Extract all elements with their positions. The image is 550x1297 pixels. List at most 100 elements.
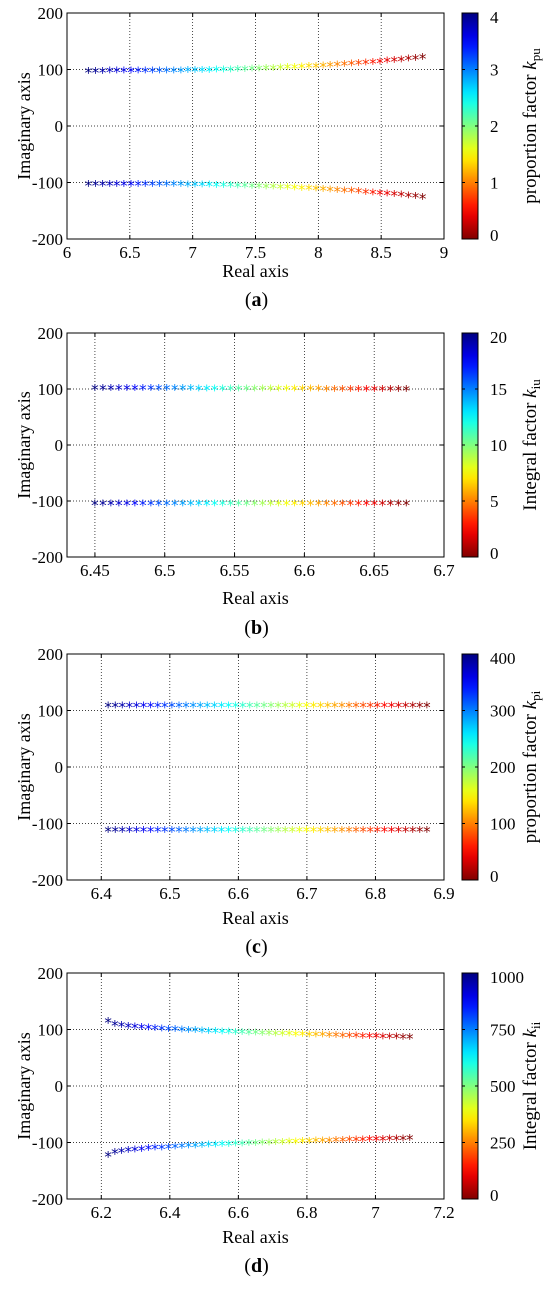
data-point: * (406, 1131, 414, 1149)
data-point: * (219, 496, 227, 514)
colorbar-symbol: k (520, 389, 541, 398)
x-axis-label: Real axis (222, 908, 288, 928)
data-point: * (312, 59, 320, 77)
y-tick-label: 100 (38, 380, 64, 399)
data-point: * (182, 699, 190, 717)
data-point: * (235, 381, 243, 399)
data-point: * (219, 381, 227, 399)
data-point: * (371, 496, 379, 514)
data-point: * (399, 1131, 407, 1149)
data-point: * (248, 179, 256, 197)
x-tick-label: 8.5 (371, 243, 392, 262)
x-tick-label: 6.4 (159, 1203, 181, 1222)
colorbar-tick-label: 0 (490, 544, 499, 563)
data-point: * (299, 496, 307, 514)
data-point: * (332, 1028, 340, 1046)
data-point: * (376, 186, 384, 204)
data-point: * (252, 1026, 260, 1044)
data-point: * (119, 823, 127, 841)
y-tick-label: 200 (38, 964, 64, 983)
colorbar-tick-label: 0 (490, 226, 499, 245)
data-point: * (163, 177, 171, 195)
data-point: * (149, 64, 157, 82)
y-tick-label: 0 (55, 117, 64, 136)
data-point: * (284, 60, 292, 78)
data-point: * (402, 699, 410, 717)
data-point: * (379, 382, 387, 400)
plot-area (66, 12, 445, 240)
data-point: * (232, 823, 240, 841)
data-point: * (119, 699, 127, 717)
y-tick-label: -200 (32, 230, 63, 249)
data-point: * (227, 178, 235, 196)
data-point: * (387, 382, 395, 400)
data-point: * (291, 382, 299, 400)
colorbar-tick-label: 500 (490, 1077, 516, 1096)
x-axis-label: Real axis (222, 1227, 288, 1247)
data-point: * (369, 185, 377, 203)
data-point: * (270, 61, 278, 79)
data-point: * (339, 496, 347, 514)
data-point: * (369, 55, 377, 73)
data-point: * (362, 185, 370, 203)
data-point: * (291, 496, 299, 514)
data-point: * (303, 699, 311, 717)
data-point: * (277, 61, 285, 79)
data-point: * (305, 1027, 313, 1045)
data-point: * (412, 51, 420, 69)
data-point: * (232, 699, 240, 717)
y-axis-label: Imaginary axis (14, 1032, 34, 1139)
colorbar-tick-label: 5 (490, 492, 499, 511)
data-point: * (245, 1025, 253, 1043)
data-point: * (99, 64, 107, 82)
data-point: * (243, 496, 251, 514)
data-point: * (303, 823, 311, 841)
y-axis-label: Imaginary axis (14, 391, 34, 498)
data-point: * (131, 1019, 139, 1037)
data-point: * (115, 496, 123, 514)
data-point: * (171, 1139, 179, 1157)
data-point: * (252, 1136, 260, 1154)
data-point: * (323, 382, 331, 400)
data-point: * (305, 59, 313, 77)
data-point: * (416, 823, 424, 841)
colorbar-label-text: Integral factor (520, 1037, 541, 1150)
x-tick-label: 6.6 (294, 561, 315, 580)
data-point: * (291, 60, 299, 78)
data-point: * (267, 382, 275, 400)
data-point: * (227, 496, 235, 514)
data-point: * (315, 496, 323, 514)
x-tick-label: 6.8 (365, 884, 386, 903)
data-point: * (104, 1148, 112, 1166)
data-point: * (259, 1026, 267, 1044)
data-point: * (339, 1028, 347, 1046)
data-point: * (99, 177, 107, 195)
data-point: * (218, 1137, 226, 1155)
data-point: * (161, 699, 169, 717)
data-point: * (323, 496, 331, 514)
data-point: * (355, 496, 363, 514)
data-point: * (289, 823, 297, 841)
data-point: * (310, 699, 318, 717)
colorbar-tick-label: 2 (490, 117, 499, 136)
data-point: * (267, 823, 275, 841)
data-point: * (211, 381, 219, 399)
data-point: * (326, 182, 334, 200)
data-point: * (111, 823, 119, 841)
data-point: * (212, 1137, 220, 1155)
data-point: * (299, 382, 307, 400)
data-point: * (371, 382, 379, 400)
data-point: * (126, 823, 134, 841)
data-point: * (387, 496, 395, 514)
data-point: * (292, 1027, 300, 1045)
data-point: * (196, 823, 204, 841)
data-point: * (359, 823, 367, 841)
x-tick-label: 6.4 (91, 884, 113, 903)
y-tick-label: 0 (55, 758, 64, 777)
data-point: * (198, 1024, 206, 1042)
data-point: * (274, 823, 282, 841)
data-point: * (372, 1029, 380, 1047)
colorbar-tick-label: 100 (490, 815, 516, 834)
